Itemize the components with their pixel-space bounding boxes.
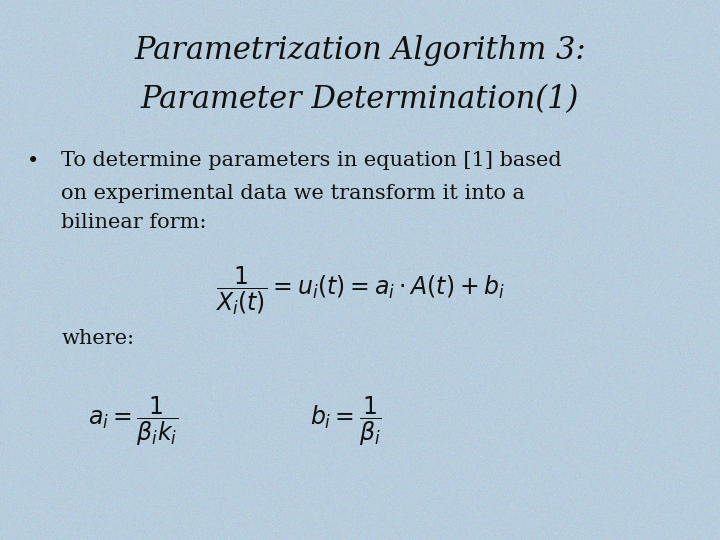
Text: $a_i = \dfrac{1}{\beta_i k_i}$: $a_i = \dfrac{1}{\beta_i k_i}$ bbox=[88, 394, 179, 448]
Text: on experimental data we transform it into a: on experimental data we transform it int… bbox=[61, 184, 525, 202]
Text: bilinear form:: bilinear form: bbox=[61, 213, 207, 232]
Text: To determine parameters in equation [1] based: To determine parameters in equation [1] … bbox=[61, 151, 562, 170]
Text: $\dfrac{1}{X_i(t)} = u_i(t) = a_i \cdot A(t) + b_i$: $\dfrac{1}{X_i(t)} = u_i(t) = a_i \cdot … bbox=[215, 265, 505, 317]
Text: where:: where: bbox=[61, 329, 135, 348]
Text: Parameter Determination(1): Parameter Determination(1) bbox=[141, 84, 579, 114]
Text: Parametrization Algorithm 3:: Parametrization Algorithm 3: bbox=[134, 35, 586, 66]
Text: •: • bbox=[27, 151, 40, 171]
Text: $b_i = \dfrac{1}{\beta_i}$: $b_i = \dfrac{1}{\beta_i}$ bbox=[310, 394, 382, 448]
